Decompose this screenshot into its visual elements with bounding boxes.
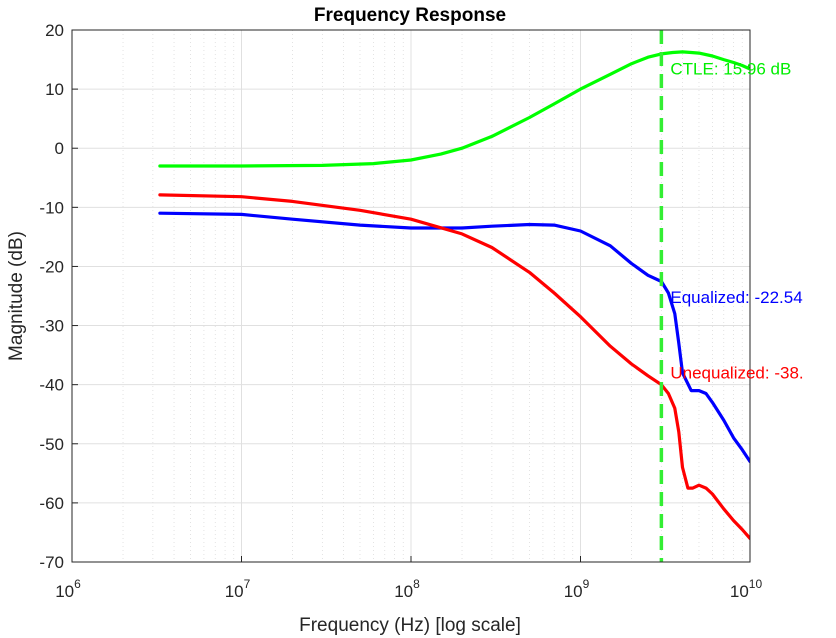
y-tick-label: -30 [39,317,64,336]
chart-title: Frequency Response [314,5,506,26]
series-line-1 [158,211,750,464]
series-line-0 [158,50,750,168]
y-tick-label: -60 [39,494,64,513]
minor-grid [122,30,743,562]
x-tick-label: 106 [55,577,81,601]
axis-ticks [71,29,751,563]
x-axis-label: Frequency (Hz) [log scale] [299,615,521,636]
annotation-label: Equalized: -22.54 [670,288,802,307]
y-tick-label: 20 [45,21,64,40]
series-layer [158,30,750,562]
x-tick-label: 1010 [730,577,763,601]
y-axis-label: Magnitude (dB) [6,231,27,361]
y-tick-labels: 20 10 0 -10 -20 -30 -40 -50 -60 -70 [39,21,64,572]
annotation-layer: CTLE: 15.96 dB Equalized: -22.54 Unequaliz… [670,59,803,382]
y-tick-label: -70 [39,553,64,572]
y-tick-label: -40 [39,376,64,395]
y-tick-label: -10 [39,198,64,217]
y-tick-label: 0 [55,139,64,158]
annotation-label: Unequalized: -38. [670,363,803,382]
y-tick-label: 10 [45,80,64,99]
x-tick-label: 109 [564,577,590,601]
y-tick-label: -50 [39,435,64,454]
y-tick-label: -20 [39,257,64,276]
annotation-label: CTLE: 15.96 dB [670,59,791,78]
x-tick-label: 108 [394,577,420,601]
x-tick-labels: 106 107 108 109 1010 [55,577,762,601]
x-tick-label: 107 [225,577,251,601]
